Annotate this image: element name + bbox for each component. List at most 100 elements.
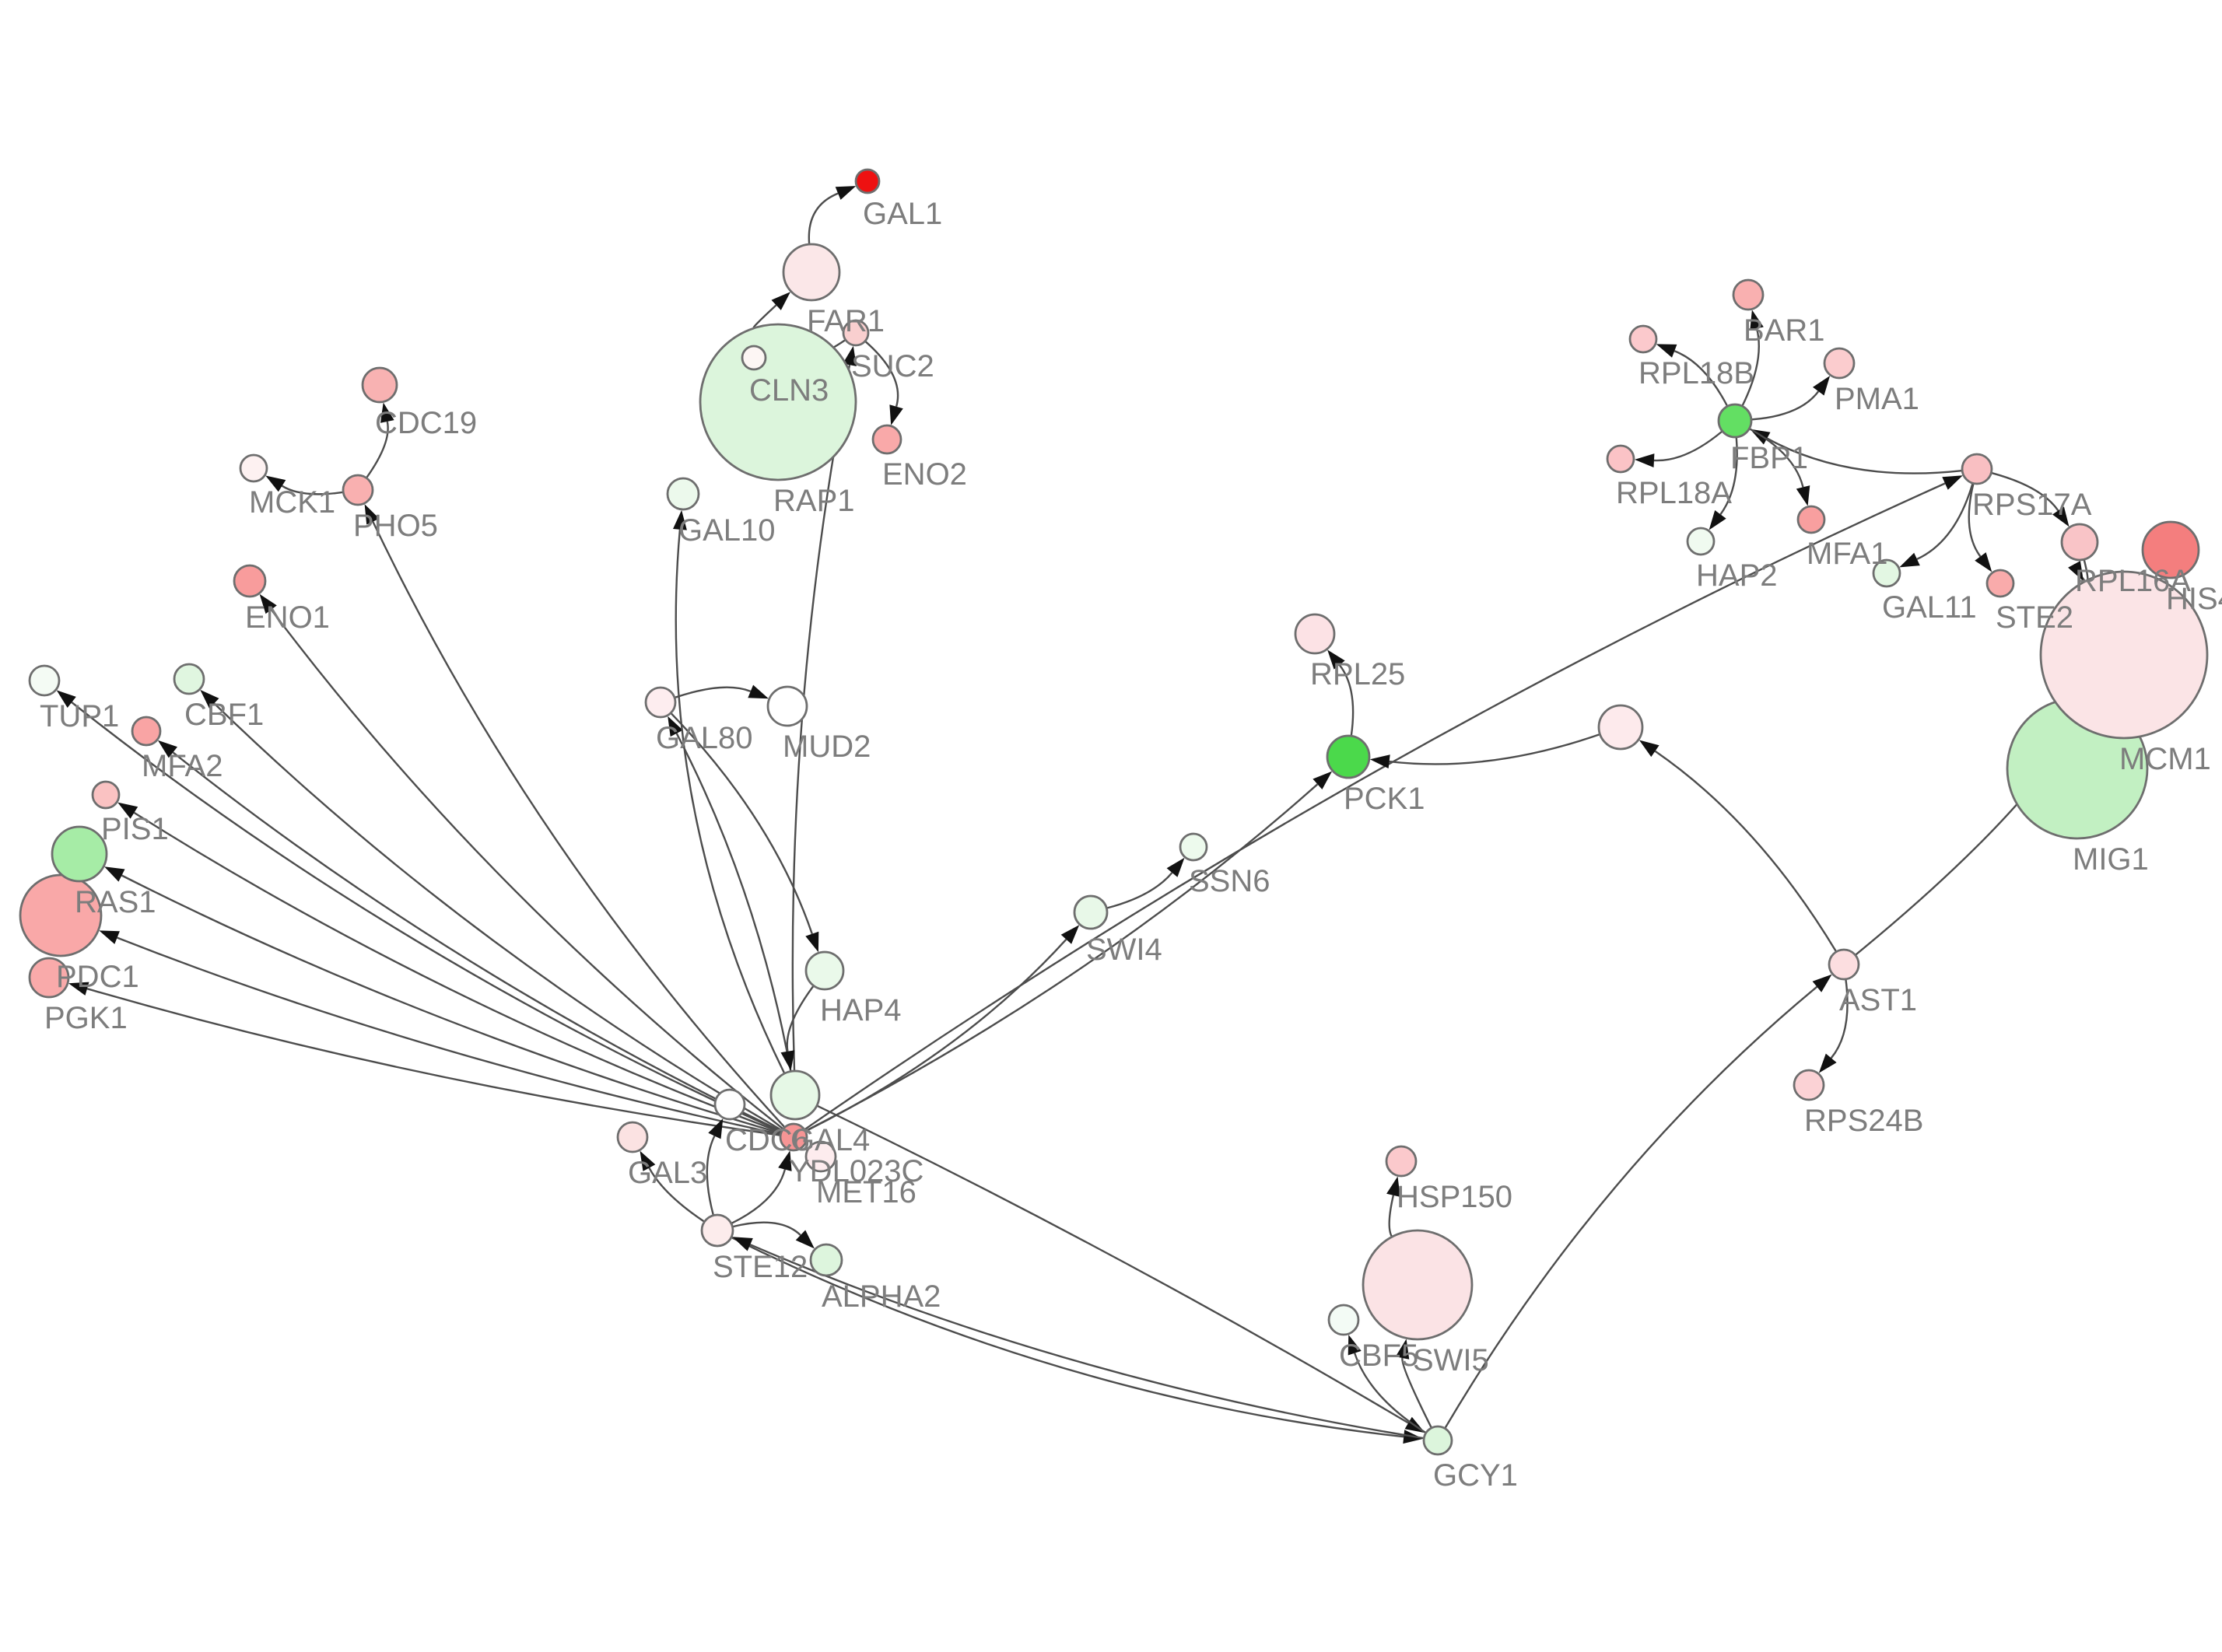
edge-ydl023c-pis1[interactable] [133, 811, 781, 1133]
edge-pho5-mck1[interactable] [281, 485, 343, 495]
edge-ydl023c-pck1[interactable] [805, 783, 1319, 1132]
node-gal80[interactable] [644, 686, 677, 719]
node-cbf1[interactable] [173, 663, 205, 695]
node-cln3[interactable] [741, 345, 767, 371]
edge-gcy1-cbf5[interactable] [1354, 1353, 1426, 1433]
node-mck1[interactable] [239, 453, 268, 483]
node-cdc19[interactable] [361, 366, 398, 404]
node-met16[interactable] [804, 1140, 837, 1173]
node-gal4[interactable] [769, 1069, 821, 1121]
edge-gal4-gal80[interactable] [675, 733, 792, 1071]
edge-ydl023c-tup1[interactable] [71, 702, 782, 1132]
edge-ydl023c-mfa2[interactable] [172, 751, 782, 1132]
label-gal3: GAL3 [628, 1156, 707, 1190]
node-rps17a[interactable] [1961, 453, 1993, 485]
edge-ste12-gcy1[interactable] [731, 1237, 1404, 1438]
edge-fbp1-hap2[interactable] [1719, 437, 1738, 516]
edge-gal80-hap4[interactable] [671, 712, 813, 935]
edge-gal4-gcy1[interactable] [817, 1104, 1409, 1424]
node-cbf5[interactable] [1327, 1304, 1360, 1336]
node-unlabeled[interactable] [1597, 704, 1644, 751]
node-pis1[interactable] [91, 780, 121, 810]
edge-ste12-cdc6[interactable] [706, 1135, 716, 1216]
edge-far1-gal1[interactable] [808, 192, 839, 244]
node-his4[interactable] [2141, 520, 2200, 579]
node-rpl25[interactable] [1294, 613, 1336, 655]
edge-ste12-ydl023c[interactable] [731, 1169, 787, 1224]
node-eno1[interactable] [233, 564, 267, 598]
edge-ydl023c-ras1[interactable] [121, 874, 781, 1135]
node-ste2[interactable] [1985, 569, 2015, 598]
edge-ydl023c-pgk1[interactable] [86, 988, 780, 1136]
node-mfa2[interactable] [131, 716, 162, 747]
node-ste12[interactable] [700, 1213, 734, 1248]
edge-gcy1-ste12[interactable] [749, 1244, 1424, 1440]
node-pma1[interactable] [1823, 347, 1856, 380]
edge-ydl023c-cbf1[interactable] [213, 702, 783, 1132]
node-cdc6[interactable] [713, 1088, 746, 1121]
node-tup1[interactable] [28, 664, 61, 697]
node-suc2[interactable] [842, 319, 870, 347]
edge-ydl023c-pdc1[interactable] [117, 936, 780, 1136]
node-rpl18b[interactable] [1628, 324, 1658, 354]
node-swi4[interactable] [1073, 894, 1109, 930]
edge-hap4-gal4[interactable] [786, 985, 815, 1052]
edge-fbp1-pma1[interactable] [1751, 390, 1820, 421]
node-ras1[interactable] [51, 825, 108, 883]
edge-gcy1-swi5[interactable] [1401, 1357, 1432, 1428]
edge-gal80-mud2[interactable] [675, 686, 752, 698]
node-rpl16a[interactable] [2060, 523, 2099, 562]
edge-rps17a-rpl16a[interactable] [1991, 472, 2059, 512]
edge-ydl023c-pho5[interactable] [372, 521, 785, 1128]
node-fbp1[interactable] [1717, 403, 1753, 439]
edge-unlabeled-pck1[interactable] [1389, 733, 1600, 765]
edge-rps17a-gal11[interactable] [1916, 483, 1974, 560]
edge-ast1-unlabeled[interactable] [1654, 750, 1837, 952]
edge-ydl023c-rps17a[interactable] [804, 482, 1946, 1130]
edge-fbp1-rpl18b[interactable] [1674, 350, 1728, 407]
node-pgk1[interactable] [28, 957, 70, 999]
node-ssn6[interactable] [1179, 832, 1208, 862]
node-gal1[interactable] [854, 168, 881, 194]
node-alpha2[interactable] [809, 1243, 843, 1277]
node-far1[interactable] [782, 243, 841, 302]
edge-rps17a-fbp1[interactable] [1766, 437, 1962, 474]
node-rap1[interactable] [699, 323, 857, 481]
node-hap2[interactable] [1686, 527, 1716, 556]
edge-gcy1-ast1[interactable] [1444, 985, 1818, 1429]
node-rpl18a[interactable] [1606, 444, 1635, 474]
edge-pho5-cdc19[interactable] [366, 421, 389, 478]
edge-gal4-gal10[interactable] [675, 529, 785, 1073]
node-hsp150[interactable] [1385, 1145, 1418, 1178]
edge-swi4-ssn6[interactable] [1106, 872, 1173, 909]
edge-ast1-rps24b[interactable] [1830, 979, 1849, 1059]
edge-fbp1-rpl18a[interactable] [1653, 431, 1723, 462]
node-bar1[interactable] [1732, 278, 1765, 311]
node-mud2[interactable] [766, 685, 808, 727]
node-gal11[interactable] [1872, 558, 1901, 588]
edge-ydl023c-eno1[interactable] [270, 609, 783, 1129]
node-mfa1[interactable] [1796, 505, 1826, 534]
node-gal10[interactable] [666, 477, 700, 511]
edge-suc2-eno2[interactable] [864, 341, 899, 408]
edge-rps17a-ste2[interactable] [1968, 484, 1982, 558]
node-gcy1[interactable] [1422, 1425, 1453, 1456]
edge-ste12-gal3[interactable] [648, 1167, 705, 1223]
node-mcm1[interactable] [2039, 570, 2209, 740]
node-ydl023c[interactable] [779, 1122, 808, 1152]
node-swi5[interactable] [1362, 1229, 1474, 1341]
node-pck1[interactable] [1326, 734, 1371, 779]
edge-pck1-rpl25[interactable] [1338, 664, 1355, 736]
label-rpl18b: RPL18B [1638, 356, 1754, 390]
node-rps24b[interactable] [1793, 1069, 1825, 1101]
edge-swi5-hsp150[interactable] [1388, 1195, 1395, 1237]
arrowhead-fbp1-hap2 [1709, 510, 1726, 530]
node-pho5[interactable] [342, 474, 374, 506]
node-eno2[interactable] [871, 424, 902, 455]
edge-fbp1-mfa1[interactable] [1749, 428, 1804, 488]
edge-fbp1-bar1[interactable] [1741, 328, 1760, 406]
node-gal3[interactable] [616, 1121, 649, 1153]
edge-ste12-alpha2[interactable] [733, 1221, 801, 1236]
node-ast1[interactable] [1828, 948, 1860, 981]
node-hap4[interactable] [804, 950, 845, 991]
